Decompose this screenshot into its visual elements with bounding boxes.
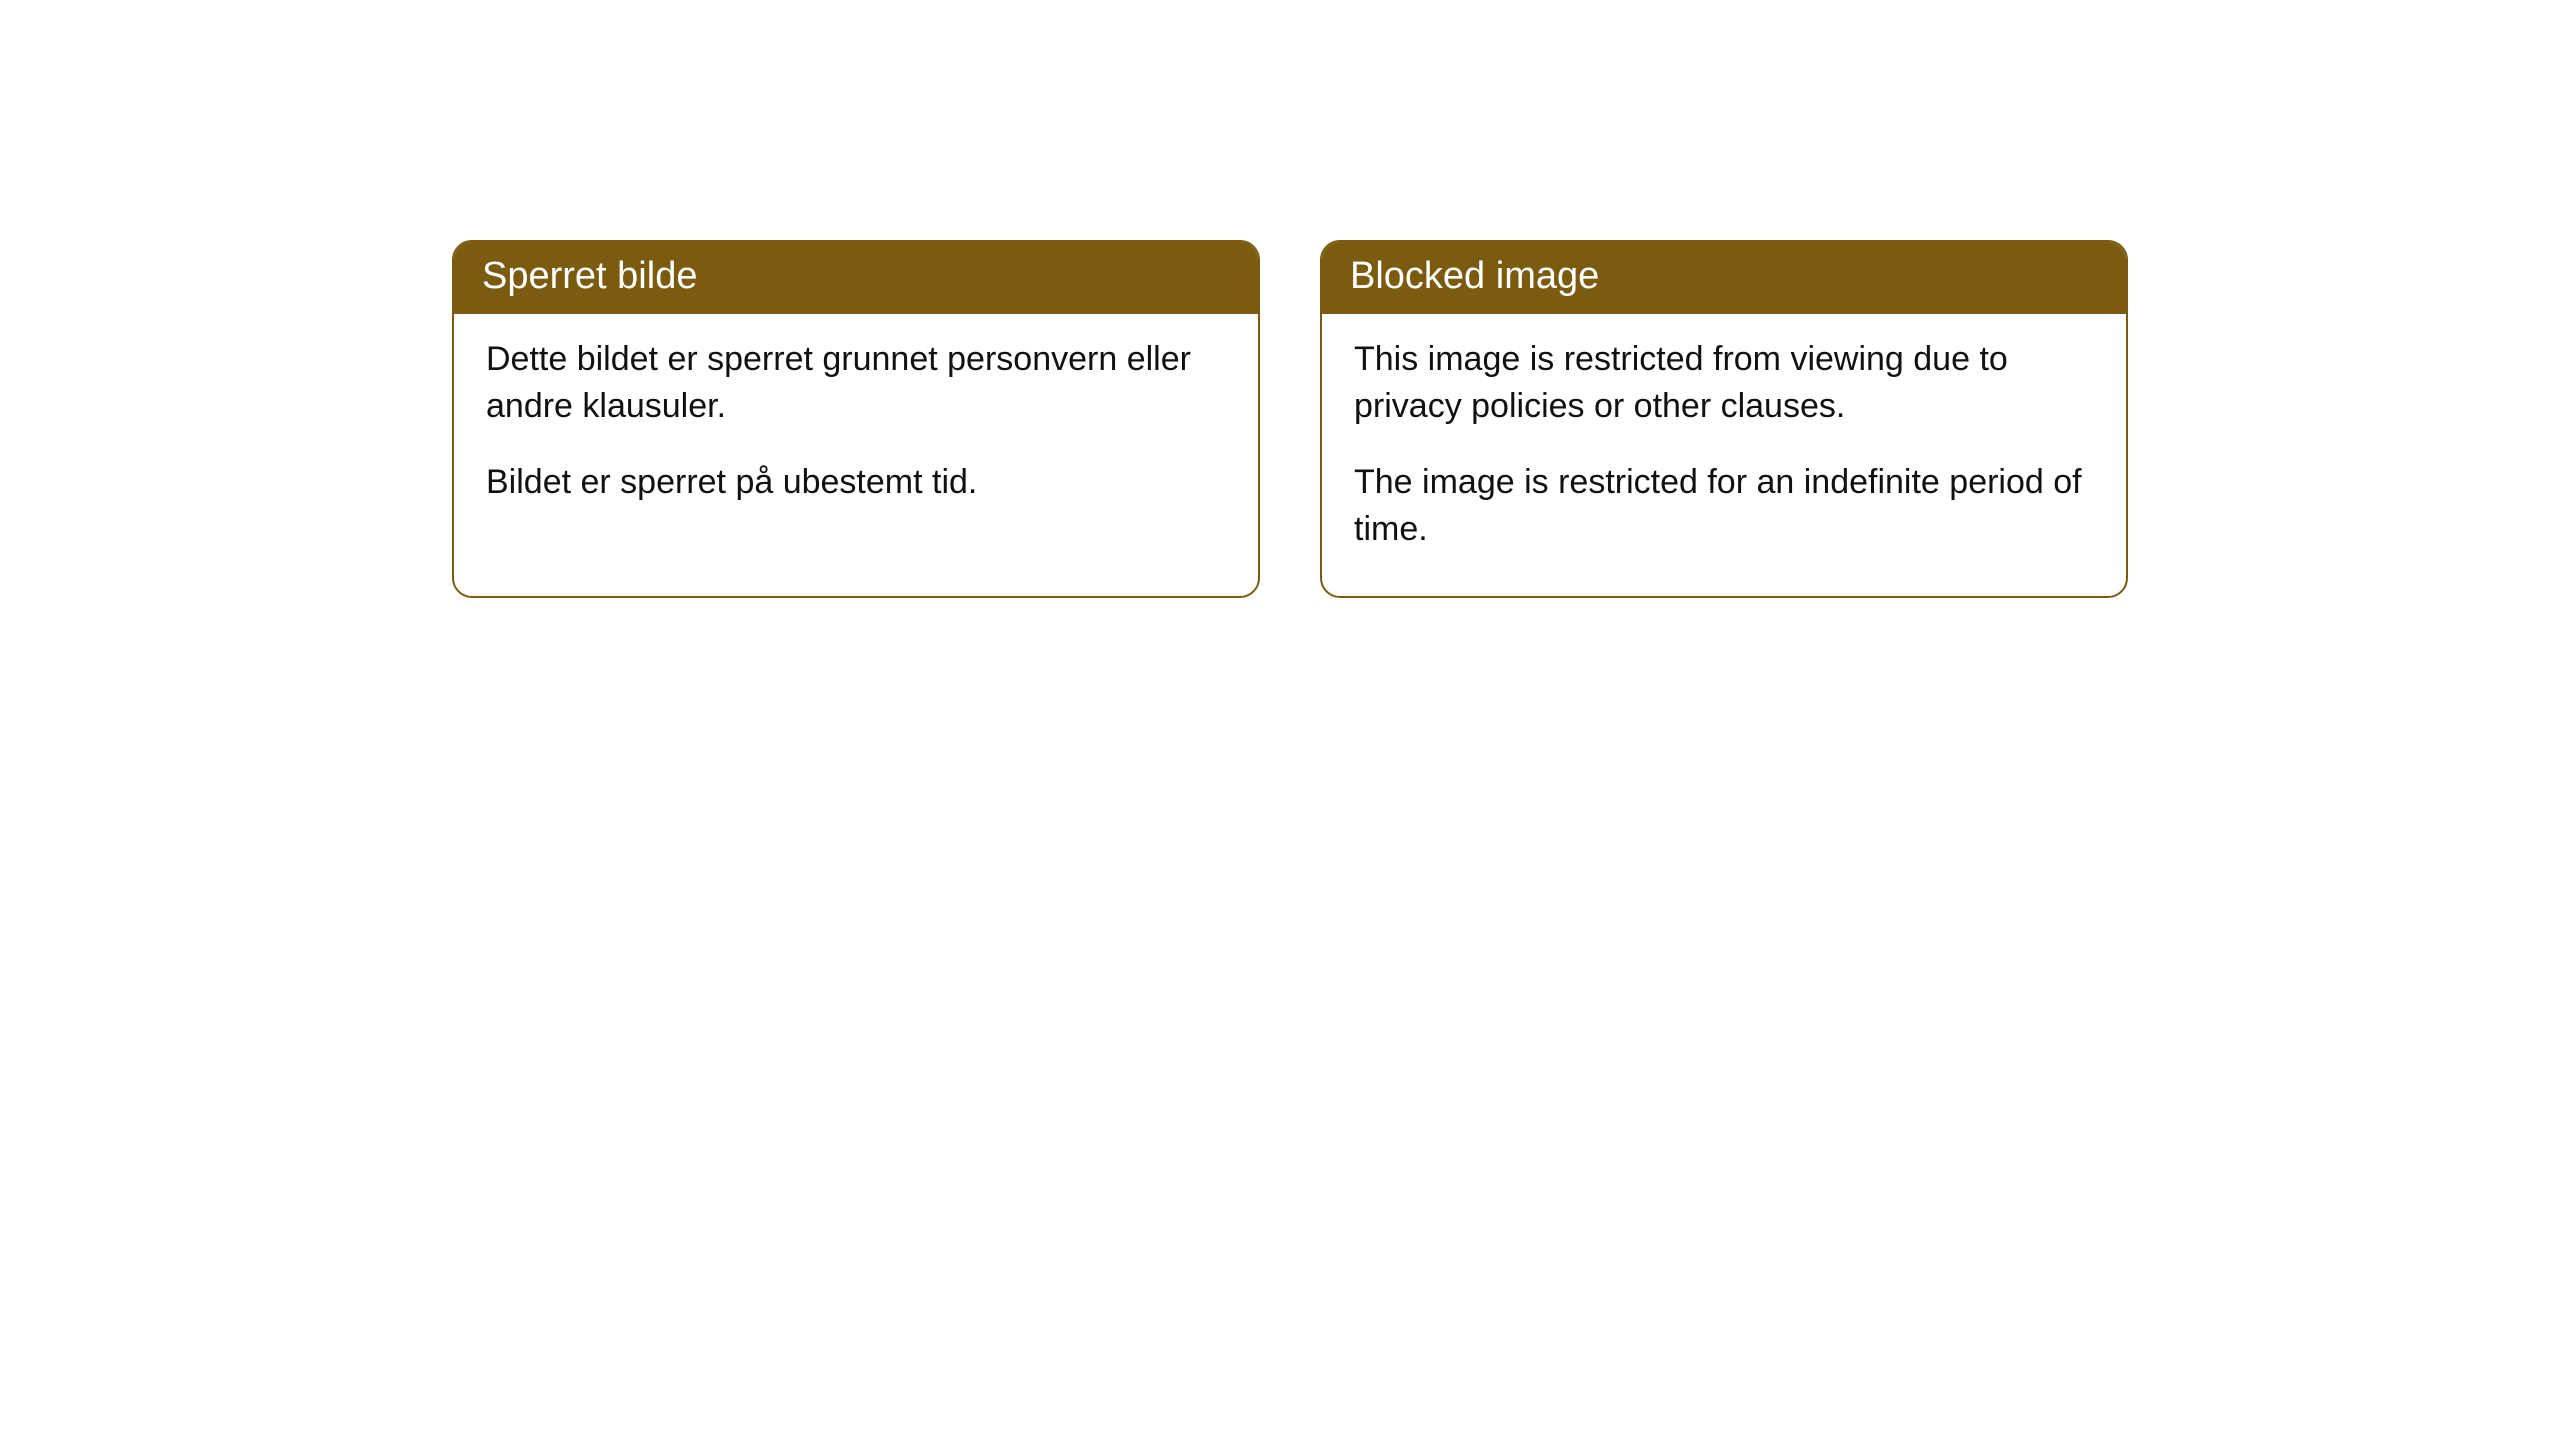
- notice-card-norwegian: Sperret bilde Dette bildet er sperret gr…: [452, 240, 1260, 598]
- card-paragraph: Bildet er sperret på ubestemt tid.: [486, 459, 1226, 507]
- card-header-norwegian: Sperret bilde: [454, 242, 1258, 314]
- notice-cards-container: Sperret bilde Dette bildet er sperret gr…: [452, 240, 2128, 598]
- card-paragraph: This image is restricted from viewing du…: [1354, 336, 2094, 431]
- card-body-norwegian: Dette bildet er sperret grunnet personve…: [454, 314, 1258, 549]
- card-paragraph: The image is restricted for an indefinit…: [1354, 459, 2094, 554]
- notice-card-english: Blocked image This image is restricted f…: [1320, 240, 2128, 598]
- card-paragraph: Dette bildet er sperret grunnet personve…: [486, 336, 1226, 431]
- card-body-english: This image is restricted from viewing du…: [1322, 314, 2126, 596]
- card-header-english: Blocked image: [1322, 242, 2126, 314]
